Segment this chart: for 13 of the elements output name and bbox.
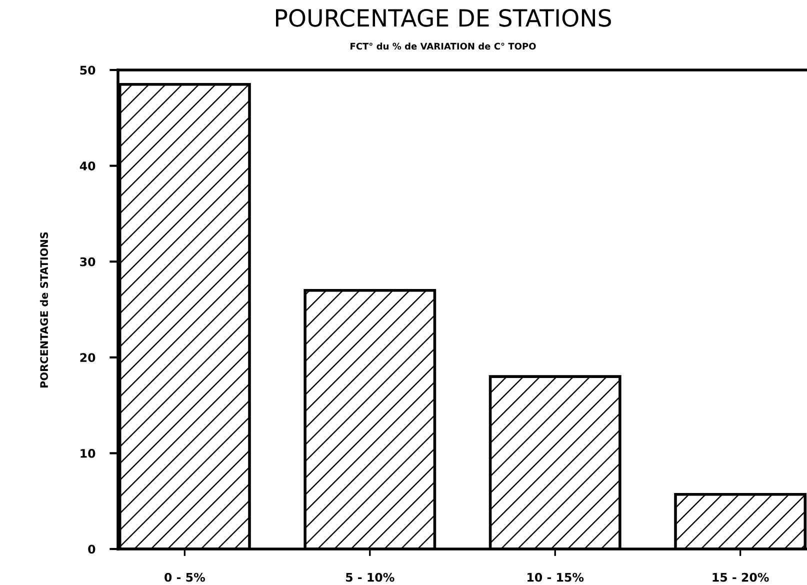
x-tick-label: 10 - 15% (528, 572, 584, 582)
y-tick-label: 30 (80, 257, 96, 266)
y-axis-title: PORCENTAGE de STATIONS (40, 232, 48, 388)
y-tick-label: 10 (80, 448, 96, 458)
y-tick-label: 40 (80, 162, 96, 170)
chart-subtitle: FCT° du % de VARIATION de C° TOPO (350, 42, 536, 50)
y-tick-label: 20 (80, 353, 96, 362)
x-tick-label: 0 - 5% (164, 572, 205, 582)
x-tick-label: 5 - 10% (346, 572, 394, 582)
y-tick-label: 0 (88, 544, 96, 554)
chart-title: POURCENTAGE DE STATIONS (276, 8, 611, 27)
x-tick-label: 15 - 20% (712, 572, 769, 582)
y-tick-label: 50 (80, 66, 96, 75)
